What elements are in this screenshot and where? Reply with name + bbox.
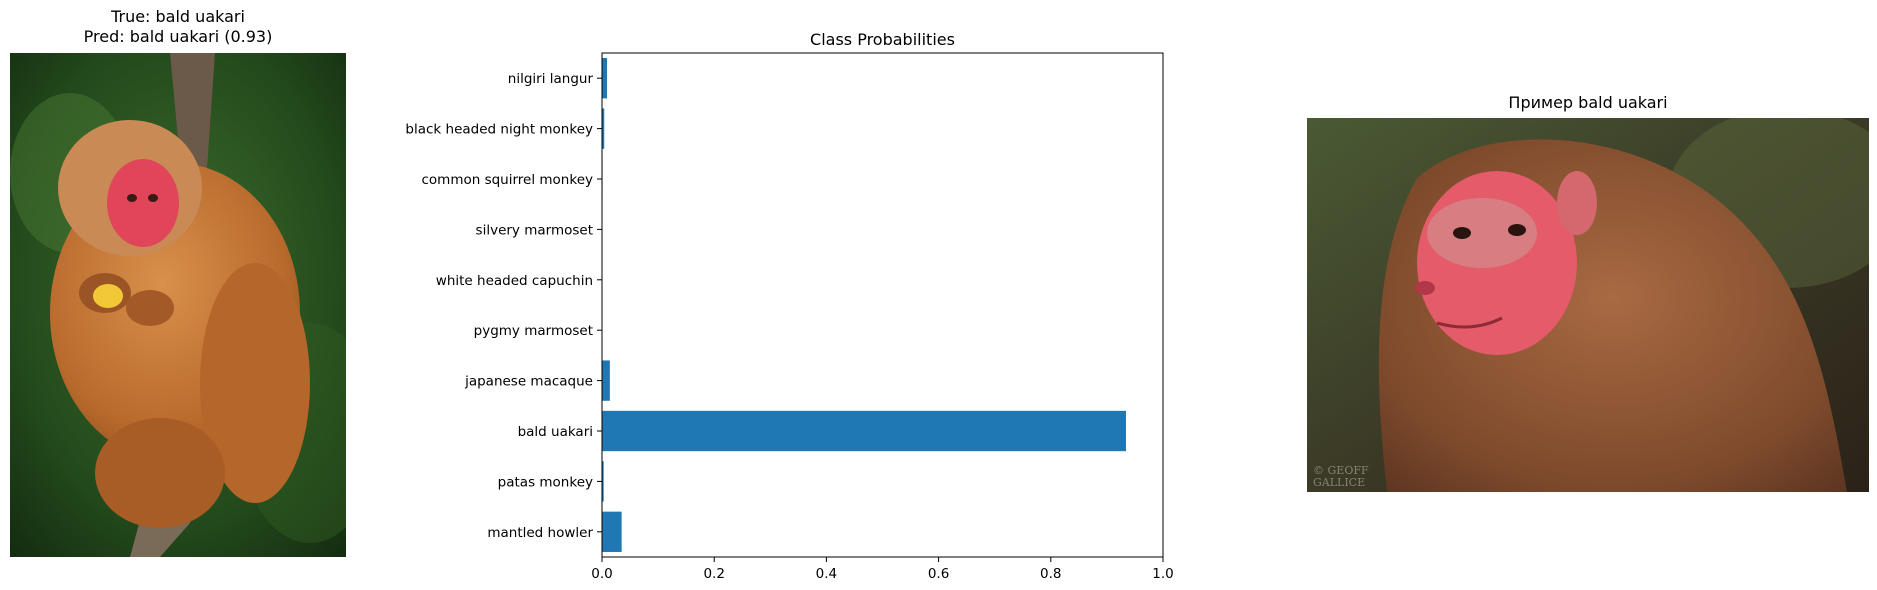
ytick-label-bald-uakari: bald uakari <box>518 424 593 440</box>
bald-uakari-photo-left <box>10 53 346 557</box>
ytick-label-black-headed-night-monkey: black headed night monkey <box>405 122 593 138</box>
bald-uakari-photo-right: © GEOFF GALLICE <box>1307 118 1869 492</box>
watermark-line2: GALLICE <box>1313 476 1365 489</box>
chart-title: Class Probabilities <box>810 30 955 49</box>
bald-uakari-illustration-left <box>10 53 346 557</box>
ytick-label-silvery-marmoset: silvery marmoset <box>476 222 593 238</box>
ytick-label-japanese-macaque: japanese macaque <box>464 374 593 390</box>
watermark-line1: © GEOFF <box>1313 464 1369 477</box>
ytick-label-mantled-howler: mantled howler <box>487 525 593 541</box>
ytick-label-white-headed-capuchin: white headed capuchin <box>436 273 593 289</box>
xtick-label-3: 0.6 <box>928 566 949 582</box>
ytick-label-pygmy-marmoset: pygmy marmoset <box>474 323 593 339</box>
bald-uakari-illustration-right: © GEOFF GALLICE <box>1307 118 1869 492</box>
bar-nilgiri-langur <box>602 58 608 99</box>
bar-patas-monkey <box>602 461 604 502</box>
xtick-label-4: 0.8 <box>1040 566 1061 582</box>
left-image-title: True: bald uakari Pred: bald uakari (0.9… <box>10 7 346 47</box>
bar-japanese-macaque <box>602 360 610 401</box>
plot-frame <box>601 52 1164 558</box>
ytick-label-patas-monkey: patas monkey <box>498 474 593 490</box>
true-label: True: bald uakari <box>111 7 245 26</box>
ytick-label-nilgiri-langur: nilgiri langur <box>508 71 594 87</box>
right-image-title: Пример bald uakari <box>1508 93 1668 112</box>
bar-bald-uakari <box>602 410 1126 452</box>
bar-mantled-howler <box>602 511 622 552</box>
xtick-label-1: 0.2 <box>703 566 724 582</box>
ytick-label-common-squirrel-monkey: common squirrel monkey <box>421 172 593 188</box>
xtick-label-2: 0.4 <box>816 566 837 582</box>
pred-label: Pred: bald uakari (0.93) <box>83 27 273 46</box>
xtick-label-0: 0.0 <box>591 566 612 582</box>
bar-black-headed-night-monkey <box>602 108 605 149</box>
xtick-label-5: 1.0 <box>1152 566 1173 582</box>
